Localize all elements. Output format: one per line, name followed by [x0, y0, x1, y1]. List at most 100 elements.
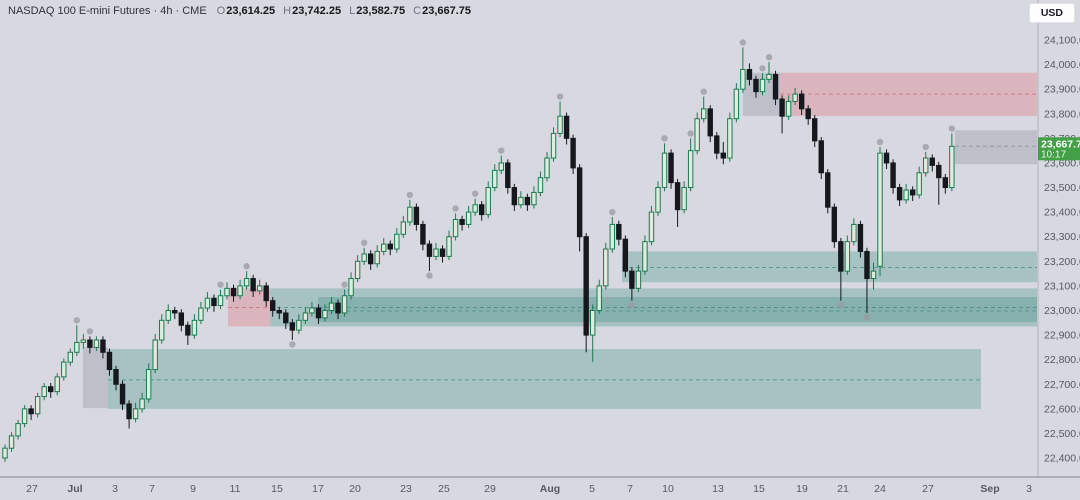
pivot-dot [556, 93, 564, 100]
candle-body [518, 196, 524, 206]
demand-23200-teal[interactable] [622, 251, 1037, 283]
time-tick-label[interactable]: 3 [112, 483, 118, 495]
time-tick-label[interactable]: Aug [540, 483, 560, 495]
candle-body [648, 211, 655, 243]
candle-body [87, 339, 93, 348]
candle-body [472, 204, 478, 213]
candle-body [766, 73, 772, 80]
price-tick-label[interactable]: 22,700.00 [1044, 379, 1080, 391]
time-tick-label[interactable]: 9 [190, 483, 196, 495]
time-tick-label[interactable]: 3 [1026, 483, 1032, 495]
candle-body [296, 319, 302, 331]
price-tick-label[interactable]: 22,600.00 [1044, 403, 1080, 415]
candle-body [720, 152, 726, 159]
price-tick-label[interactable]: 23,800.00 [1044, 108, 1080, 120]
candle-body [590, 309, 596, 336]
time-tick-label[interactable]: Sep [980, 483, 999, 495]
candle-body [759, 78, 766, 93]
price-tick-label[interactable]: 23,400.00 [1044, 207, 1080, 219]
candle-body [335, 302, 341, 314]
candle-body [936, 164, 942, 179]
price-tick-label[interactable]: 22,900.00 [1044, 330, 1080, 342]
time-tick-label[interactable]: 29 [484, 483, 496, 495]
candle-body [923, 157, 929, 174]
time-tick-label[interactable]: 20 [349, 483, 361, 495]
candle-body [309, 307, 315, 314]
open-label: O [216, 5, 226, 17]
time-tick-label[interactable]: 27 [922, 483, 934, 495]
time-tick-label[interactable]: 24 [874, 483, 886, 495]
candle-body [8, 435, 15, 449]
time-tick-label[interactable]: 5 [589, 483, 595, 495]
last-price-value: 23,667.75 [1041, 138, 1080, 150]
candle-body [812, 118, 818, 142]
high-label: H [283, 5, 292, 17]
time-tick-label[interactable]: 21 [837, 483, 849, 495]
demand-23000-core[interactable] [318, 296, 1037, 323]
low-label: L [349, 5, 356, 17]
high-value: 23,742.25 [292, 5, 342, 17]
time-tick-label[interactable]: 13 [712, 483, 724, 495]
candle-body [877, 152, 883, 267]
candle-body [616, 223, 622, 240]
demand-low-teal[interactable] [108, 349, 981, 409]
candle-body [113, 369, 119, 385]
candle-body [661, 152, 668, 189]
time-tick-label[interactable]: 17 [312, 483, 324, 495]
candle-body [550, 132, 557, 159]
price-tick-label[interactable]: 23,100.00 [1044, 280, 1080, 292]
candle-body [270, 300, 276, 311]
price-tick-label[interactable]: 23,000.00 [1044, 305, 1080, 317]
candle-body [655, 187, 661, 213]
candle-body [531, 191, 537, 206]
pivot-dot [360, 239, 368, 247]
candle-body [230, 287, 237, 297]
candle-body [446, 236, 452, 257]
candle-body [100, 339, 106, 353]
pivot-dot [739, 39, 747, 46]
candle-body [903, 189, 909, 201]
currency-toggle-button[interactable]: USD [1028, 3, 1075, 23]
candle-body [263, 285, 269, 302]
candle-body [172, 309, 178, 314]
time-tick-label[interactable]: 11 [230, 483, 241, 495]
time-tick-label[interactable]: 15 [271, 483, 283, 495]
time-tick-label[interactable]: 19 [796, 483, 808, 495]
time-tick-label[interactable]: 15 [753, 483, 765, 495]
price-tick-label[interactable]: 22,400.00 [1044, 453, 1080, 465]
price-tick-label[interactable]: 24,100.00 [1044, 35, 1080, 47]
time-tick-label[interactable]: 10 [662, 483, 674, 495]
time-tick-label[interactable]: 7 [149, 483, 155, 495]
candle-body [576, 167, 583, 238]
supply-right-gray[interactable] [955, 130, 1037, 165]
candle-body [250, 278, 256, 292]
candle-body [394, 233, 400, 250]
pivot-dot [73, 317, 81, 324]
price-tick-label[interactable]: 22,500.00 [1044, 428, 1080, 440]
price-tick-label[interactable]: 22,800.00 [1044, 354, 1080, 366]
price-tick-label[interactable]: 23,200.00 [1044, 256, 1080, 268]
demand-low-gray[interactable] [83, 347, 108, 409]
symbol-title[interactable]: NASDAQ 100 E-mini Futures · 4h · CME [8, 5, 207, 17]
candle-body [185, 324, 191, 336]
candle-body [740, 69, 746, 90]
candle-body [54, 376, 60, 393]
time-tick-label[interactable]: 7 [627, 483, 633, 495]
candle-body [851, 223, 857, 243]
price-tick-label[interactable]: 23,900.00 [1044, 84, 1080, 96]
price-tick-label[interactable]: 23,600.00 [1044, 157, 1080, 169]
candle-body [629, 270, 635, 289]
candle-body [119, 383, 126, 405]
time-tick-label[interactable]: 25 [438, 483, 450, 495]
time-tick-label[interactable]: Jul [67, 483, 82, 495]
candle-body [563, 115, 570, 139]
candle-body [687, 150, 694, 189]
price-tick-label[interactable]: 23,300.00 [1044, 231, 1080, 243]
candle-body [48, 386, 54, 393]
price-tick-label[interactable]: 24,000.00 [1044, 59, 1080, 71]
price-tick-label[interactable]: 23,500.00 [1044, 182, 1080, 194]
time-tick-label[interactable]: 27 [26, 483, 38, 495]
time-tick-label[interactable]: 23 [400, 483, 412, 495]
candle-body [798, 93, 805, 110]
